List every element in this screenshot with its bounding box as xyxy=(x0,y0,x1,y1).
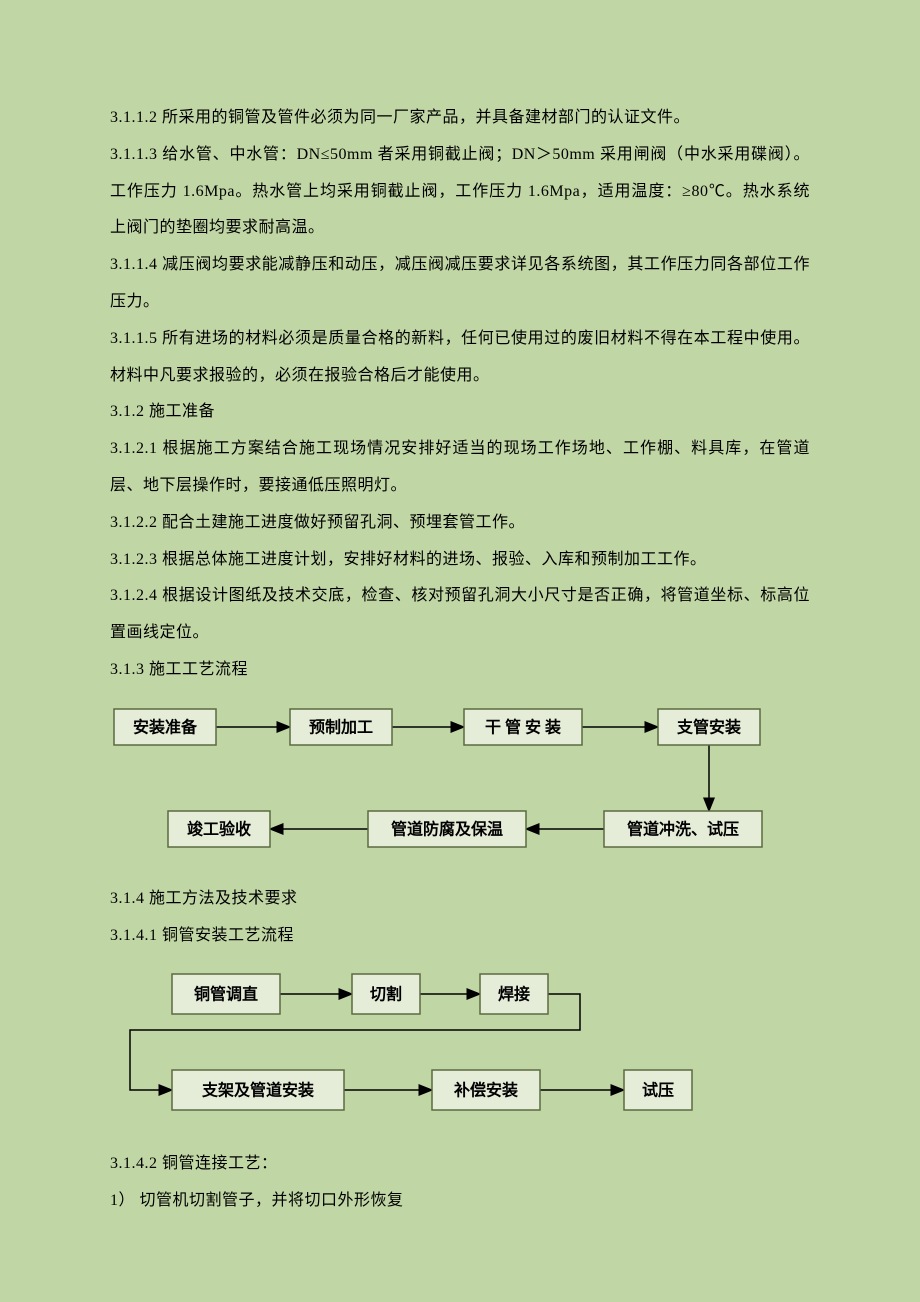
para-3-1-1-3: 3.1.1.3 给水管、中水管：DN≤50mm 者采用铜截止阀；DN＞50mm … xyxy=(110,137,810,247)
flow-node-label: 支管安装 xyxy=(676,717,741,736)
flowchart-construction-process: 安装准备 预制加工 干 管 安 装 支管安装管道冲洗、试压 管道防腐及保温 竣工验收 xyxy=(110,703,810,863)
para-3-1-3: 3.1.3 施工工艺流程 xyxy=(110,652,810,689)
para-3-1-2-4: 3.1.2.4 根据设计图纸及技术交底，检查、核对预留孔洞大小尺寸是否正确，将管… xyxy=(110,578,810,652)
para-3-1-4-2-item1: 1） 切管机切割管子，并将切口外形恢复 xyxy=(110,1183,810,1220)
flow-node-label: 竣工验收 xyxy=(187,819,251,838)
para-3-1-2-2: 3.1.2.2 配合土建施工进度做好预留孔洞、预埋套管工作。 xyxy=(110,505,810,542)
flow-node-label: 安装准备 xyxy=(133,717,198,736)
flow-node-label: 切割 xyxy=(370,985,402,1004)
para-3-1-1-2: 3.1.1.2 所采用的铜管及管件必须为同一厂家产品，并具备建材部门的认证文件。 xyxy=(110,100,810,137)
para-3-1-1-5: 3.1.1.5 所有进场的材料必须是质量合格的新料，任何已使用过的废旧材料不得在… xyxy=(110,321,810,395)
para-3-1-2: 3.1.2 施工准备 xyxy=(110,394,810,431)
flow-node-label: 预制加工 xyxy=(309,718,373,736)
flow-node-label: 支架及管道安装 xyxy=(201,1081,314,1100)
flow-node-label: 干 管 安 装 xyxy=(485,717,561,736)
flowchart-copper-pipe-process: 铜管调直 切割 焊接支架及管道安装 补偿安装 试压 xyxy=(110,968,810,1128)
flow-node-label: 管道防腐及保温 xyxy=(391,819,503,838)
flow-node-label: 铜管调直 xyxy=(194,985,258,1004)
para-3-1-4-1: 3.1.4.1 铜管安装工艺流程 xyxy=(110,918,810,955)
flow-node-label: 焊接 xyxy=(498,985,530,1004)
flow-node-label: 管道冲洗、试压 xyxy=(627,819,739,838)
para-3-1-2-3: 3.1.2.3 根据总体施工进度计划，安排好材料的进场、报验、入库和预制加工工作… xyxy=(110,542,810,579)
flow-node-label: 试压 xyxy=(642,1081,674,1100)
para-3-1-2-1: 3.1.2.1 根据施工方案结合施工现场情况安排好适当的现场工作场地、工作棚、料… xyxy=(110,431,810,505)
flow-node-label: 补偿安装 xyxy=(453,1081,518,1100)
para-3-1-1-4: 3.1.1.4 减压阀均要求能减静压和动压，减压阀减压要求详见各系统图，其工作压… xyxy=(110,247,810,321)
para-3-1-4: 3.1.4 施工方法及技术要求 xyxy=(110,881,810,918)
para-3-1-4-2: 3.1.4.2 铜管连接工艺： xyxy=(110,1146,810,1183)
